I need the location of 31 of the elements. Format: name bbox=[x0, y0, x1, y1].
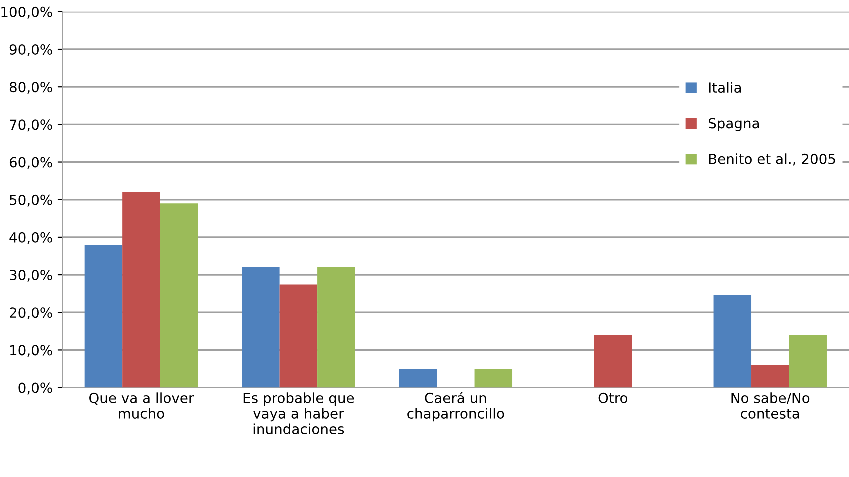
y-tick-label: 30,0% bbox=[10, 270, 52, 282]
y-tick-label: 90,0% bbox=[10, 44, 52, 56]
bar bbox=[122, 192, 160, 388]
bar bbox=[399, 369, 438, 388]
y-tick-label: 70,0% bbox=[10, 120, 52, 132]
x-tick-label: No sabe/No contesta bbox=[732, 392, 810, 419]
x-tick-label: Que va a llover mucho bbox=[89, 392, 194, 419]
bar bbox=[84, 244, 123, 388]
y-tick-label: 10,0% bbox=[10, 345, 52, 358]
legend-label: Italia bbox=[709, 82, 742, 94]
bar bbox=[160, 204, 198, 388]
y-tick-label: 0,0% bbox=[18, 382, 52, 395]
x-tick-label: Otro bbox=[598, 392, 628, 404]
legend-label: Spagna bbox=[708, 118, 760, 132]
y-tick-label: 40,0% bbox=[10, 232, 52, 244]
y-tick-label: 80,0% bbox=[10, 82, 52, 94]
y-tick-label: 100,0% bbox=[2, 6, 52, 19]
bar bbox=[280, 284, 318, 388]
bar bbox=[789, 335, 827, 388]
bar bbox=[594, 335, 632, 388]
y-tick-label: 50,0% bbox=[10, 194, 52, 207]
bar bbox=[318, 268, 356, 388]
y-tick-label: 60,0% bbox=[10, 157, 52, 170]
bar bbox=[752, 365, 790, 388]
y-tick-label: 20,0% bbox=[10, 308, 52, 320]
x-tick-label: Caerá un chaparroncillo bbox=[408, 392, 504, 422]
legend-label: Benito et al., 2005 bbox=[709, 154, 836, 166]
bar bbox=[474, 369, 513, 388]
x-tick-label: Es probable que vaya a haber inundaciones bbox=[244, 392, 354, 435]
bar bbox=[714, 294, 752, 388]
bar bbox=[242, 268, 280, 388]
